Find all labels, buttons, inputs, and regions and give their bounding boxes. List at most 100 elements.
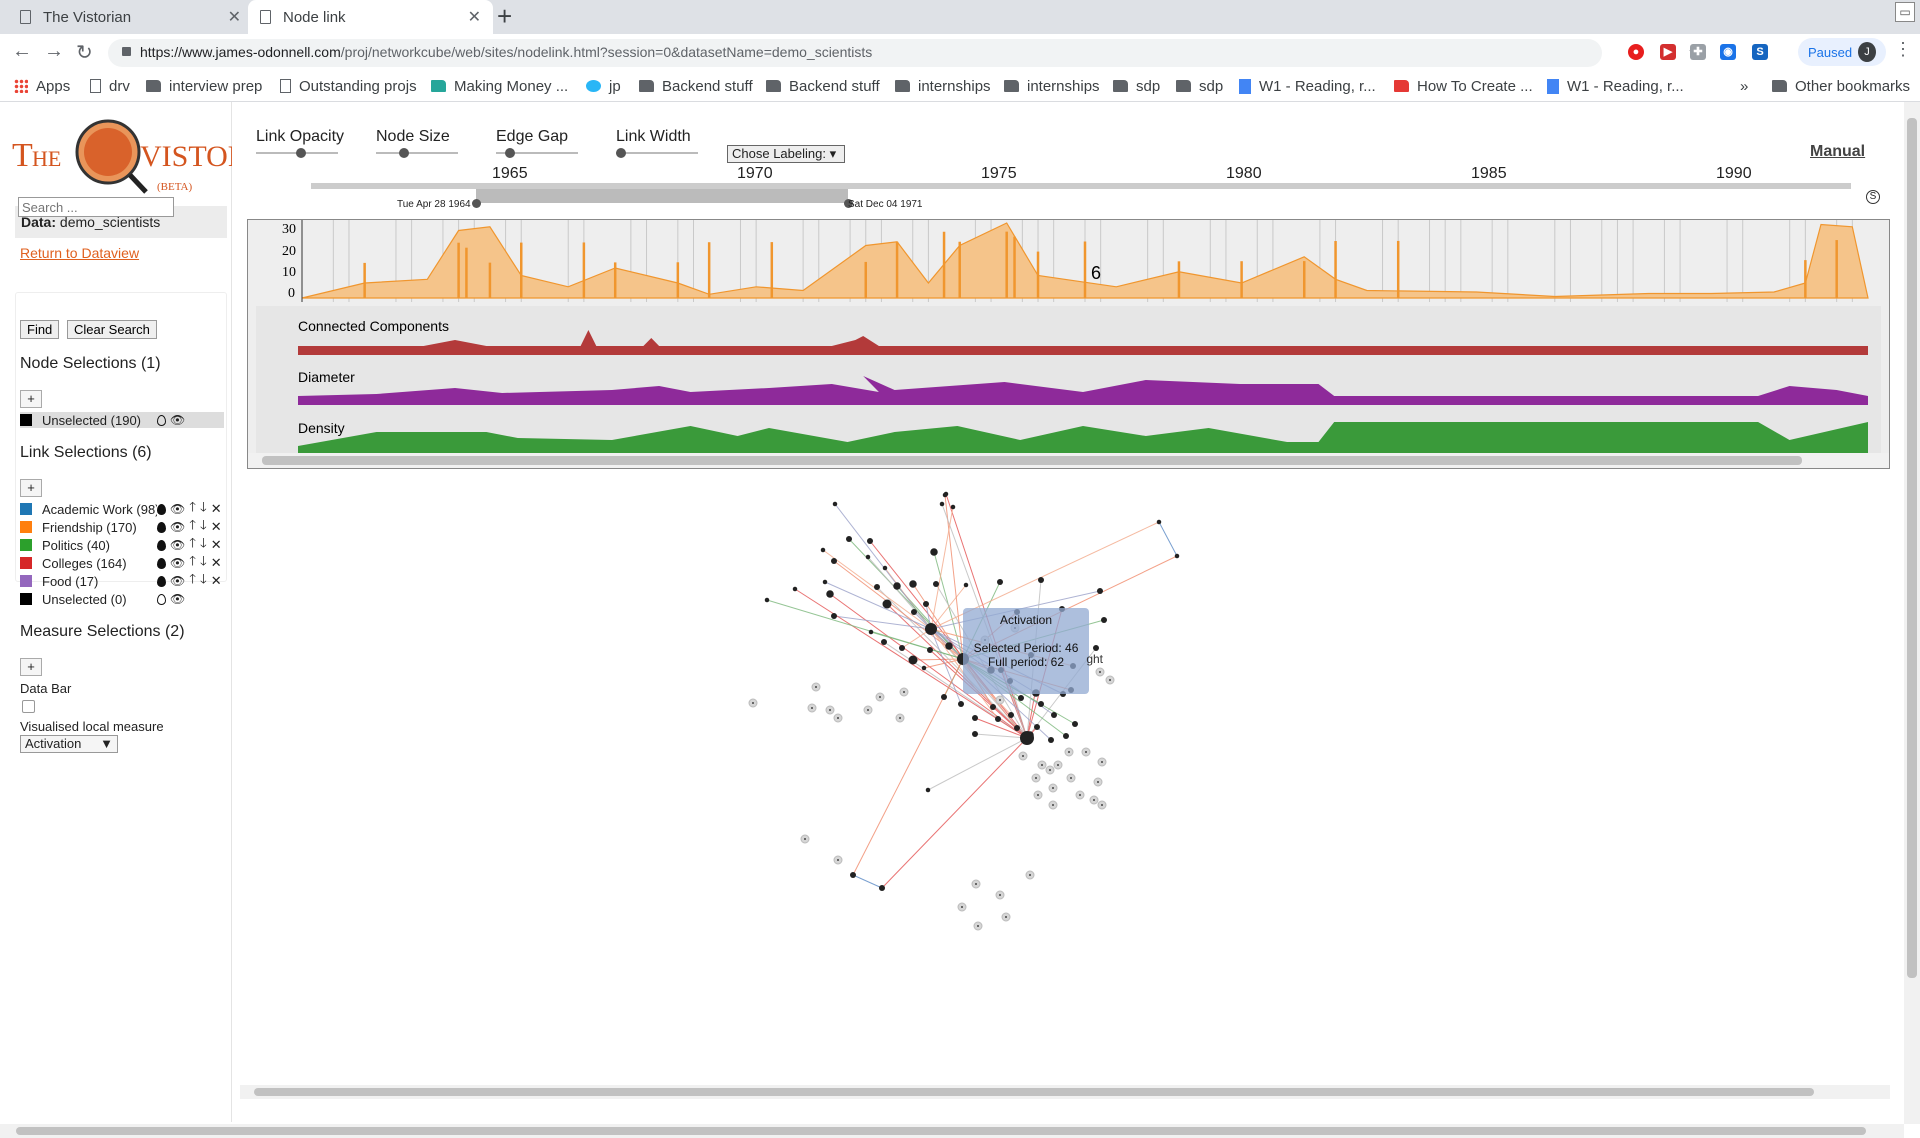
bookmark-item[interactable]: Outstanding projs: [280, 76, 417, 96]
data-bar-checkbox[interactable]: [22, 700, 35, 713]
forward-icon[interactable]: →: [44, 40, 64, 62]
opacity-drop-icon[interactable]: [157, 593, 166, 605]
delete-icon[interactable]: ✕: [210, 519, 222, 534]
node-selection-row[interactable]: Unselected (190) 👁: [20, 411, 185, 429]
network-svg[interactable]: [240, 470, 1890, 1085]
link-selection-row[interactable]: Food (17) 👁 🡑 🡓 ✕: [20, 571, 222, 590]
eye-icon[interactable]: 👁: [170, 556, 186, 570]
move-down-icon[interactable]: 🡓: [200, 499, 207, 514]
charts-horizontal-scrollbar[interactable]: [248, 453, 1889, 468]
scrollbar-thumb[interactable]: [16, 1127, 1866, 1135]
bookmark-item[interactable]: Making Money ...: [431, 76, 568, 96]
node-size-slider[interactable]: [376, 152, 458, 154]
opacity-drop-icon[interactable]: [157, 503, 166, 515]
color-swatch[interactable]: [20, 539, 32, 551]
move-up-icon[interactable]: 🡑: [189, 553, 196, 568]
bookmark-item[interactable]: internships: [1004, 76, 1100, 96]
delete-icon[interactable]: ✕: [210, 537, 222, 552]
network-horizontal-scrollbar[interactable]: [240, 1085, 1890, 1099]
eye-icon[interactable]: 👁: [170, 538, 186, 552]
eye-icon[interactable]: 👁: [170, 520, 186, 534]
bookmarks-more[interactable]: »: [1740, 77, 1749, 95]
address-bar[interactable]: https://www.james-odonnell.com/proj/netw…: [108, 39, 1704, 67]
s-extension-icon[interactable]: S: [1752, 44, 1768, 60]
opacity-drop-icon[interactable]: [157, 575, 166, 587]
bookmark-item[interactable]: Backend stuff: [639, 76, 753, 96]
bookmark-apps[interactable]: Apps: [14, 76, 70, 96]
tab-vistorian[interactable]: The Vistorian ✕: [8, 0, 253, 34]
clear-search-button[interactable]: Clear Search: [67, 320, 157, 339]
labeling-select[interactable]: Chose Labeling: ▾: [727, 145, 845, 163]
color-swatch[interactable]: [20, 521, 32, 533]
node-size-handle[interactable]: [399, 148, 409, 158]
puzzle-extension-icon[interactable]: ✚: [1690, 44, 1706, 60]
opacity-drop-icon[interactable]: [157, 521, 166, 533]
timeline-selected-range[interactable]: [476, 189, 848, 203]
browser-menu-icon[interactable]: ⋮: [1894, 39, 1912, 59]
edge-gap-handle[interactable]: [505, 148, 515, 158]
eye-icon[interactable]: 👁: [170, 502, 186, 516]
bookmark-item[interactable]: sdp: [1176, 76, 1223, 96]
timeline-track[interactable]: [311, 183, 1851, 189]
profile-button[interactable]: Paused J: [1798, 38, 1886, 66]
move-up-icon[interactable]: 🡑: [189, 535, 196, 550]
tab-node-link[interactable]: Node link ✕: [248, 0, 493, 34]
search-input[interactable]: [18, 197, 174, 217]
timeline-start-handle[interactable]: [472, 199, 481, 208]
move-down-icon[interactable]: 🡓: [200, 553, 207, 568]
scrollbar-thumb[interactable]: [254, 1088, 1814, 1096]
link-selection-row[interactable]: Colleges (164) 👁 🡑 🡓 ✕: [20, 553, 222, 572]
color-swatch[interactable]: [20, 503, 32, 515]
color-swatch[interactable]: [20, 557, 32, 569]
bookmark-item[interactable]: interview prep: [146, 76, 262, 96]
link-width-slider[interactable]: [616, 152, 698, 154]
page-horizontal-scrollbar[interactable]: [0, 1124, 1904, 1138]
edge-gap-slider[interactable]: [496, 152, 578, 154]
back-icon[interactable]: ←: [12, 40, 32, 62]
move-down-icon[interactable]: 🡓: [200, 535, 207, 550]
restore-window-icon[interactable]: ▭: [1895, 2, 1915, 22]
scrollbar-thumb[interactable]: [262, 456, 1802, 465]
bookmark-item[interactable]: jp: [586, 76, 621, 96]
bookmark-item[interactable]: internships: [895, 76, 991, 96]
settings-icon[interactable]: S: [1866, 190, 1880, 204]
bookmark-item[interactable]: W1 - Reading, r...: [1547, 76, 1684, 96]
visualised-measure-select[interactable]: Activation ▼: [20, 735, 118, 753]
opacity-drop-icon[interactable]: [157, 557, 166, 569]
page-vertical-scrollbar[interactable]: [1904, 102, 1920, 1124]
bookmark-item[interactable]: W1 - Reading, r...: [1239, 76, 1376, 96]
color-swatch[interactable]: [20, 593, 32, 605]
find-button[interactable]: Find: [20, 320, 60, 339]
delete-icon[interactable]: ✕: [210, 501, 222, 516]
video-extension-icon[interactable]: ▶: [1660, 44, 1676, 60]
timeline-end-handle[interactable]: [844, 199, 853, 208]
add-measure-selection-button[interactable]: +: [20, 658, 42, 676]
node-link-canvas[interactable]: [240, 470, 1890, 1085]
link-selection-row[interactable]: Politics (40) 👁 🡑 🡓 ✕: [20, 535, 222, 554]
move-down-icon[interactable]: 🡓: [200, 571, 207, 586]
delete-icon[interactable]: ✕: [210, 555, 222, 570]
move-down-icon[interactable]: 🡓: [200, 517, 207, 532]
new-tab-icon[interactable]: +: [497, 1, 513, 31]
reload-icon[interactable]: ↻: [76, 42, 93, 64]
eye-icon[interactable]: 👁: [170, 592, 186, 606]
bookmark-item[interactable]: drv: [90, 76, 130, 96]
bookmark-item[interactable]: Backend stuff: [766, 76, 880, 96]
chat-extension-icon[interactable]: ◉: [1720, 44, 1736, 60]
move-up-icon[interactable]: 🡑: [189, 571, 196, 586]
link-selection-row[interactable]: Friendship (170) 👁 🡑 🡓 ✕: [20, 517, 222, 536]
add-link-selection-button[interactable]: +: [20, 479, 42, 497]
opacity-drop-icon[interactable]: [157, 539, 166, 551]
delete-icon[interactable]: ✕: [210, 573, 222, 588]
adblock-extension-icon[interactable]: ●: [1628, 44, 1644, 60]
opacity-drop-icon[interactable]: [157, 414, 166, 426]
manual-link[interactable]: Manual: [1810, 143, 1866, 160]
bookmark-item[interactable]: sdp: [1113, 76, 1160, 96]
bookmark-item[interactable]: How To Create ...: [1394, 76, 1533, 96]
color-swatch[interactable]: [20, 414, 32, 426]
link-selection-row[interactable]: Academic Work (98) 👁 🡑 🡓 ✕: [20, 499, 222, 518]
move-up-icon[interactable]: 🡑: [189, 517, 196, 532]
close-icon[interactable]: ✕: [467, 9, 481, 26]
link-selection-row[interactable]: Unselected (0) 👁: [20, 590, 185, 608]
return-to-dataview-link[interactable]: Return to Dataview: [20, 245, 140, 261]
